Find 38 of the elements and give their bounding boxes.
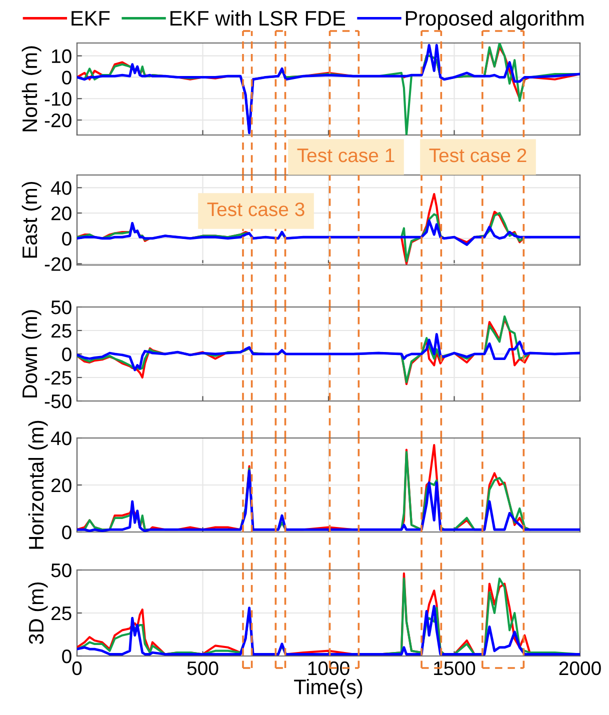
line-series: [77, 333, 580, 372]
line-series: [77, 219, 580, 246]
legend-label: EKF: [72, 11, 110, 26]
y-axis-title: Down (m): [22, 310, 42, 398]
y-tick-label: 40: [50, 181, 72, 195]
y-tick-label: -10: [44, 92, 72, 106]
y-tick-label: -20: [44, 113, 72, 128]
y-tick-label: 0: [62, 70, 72, 84]
y-tick-label: -25: [44, 370, 72, 385]
legend-label: EKF with LSR FDE: [170, 10, 346, 26]
text: Test case 2: [429, 148, 526, 162]
annotation: Test case 3: [207, 202, 304, 216]
y-tick-label: 10: [52, 49, 72, 64]
y-tick-label: 20: [51, 206, 72, 220]
y-tick-label: 0: [62, 232, 72, 246]
y-tick-label: -50: [44, 394, 72, 408]
y-tick-label: 25: [51, 324, 72, 338]
y-axis-title: Horizontal (m): [28, 420, 48, 549]
y-tick-label: 20: [51, 478, 72, 492]
y-tick-label: 0: [62, 649, 72, 664]
y-tick-label: 0: [62, 525, 72, 540]
x-tick-label: 500: [187, 661, 218, 676]
x-tick-label: 2000: [559, 661, 601, 676]
legend-label: Proposed algorithm: [406, 10, 584, 30]
y-axis-title: 3D (m): [28, 582, 48, 644]
x-tick-label: 1000: [308, 661, 350, 676]
x-tick-label: 0: [72, 661, 82, 676]
y-tick-label: 50: [51, 563, 72, 578]
x-axis-title: Time(s): [294, 678, 362, 698]
y-tick-label: -20: [44, 257, 72, 271]
y-tick-label: 50: [51, 300, 72, 314]
x-tick-label: 1500: [434, 661, 476, 676]
y-tick-label: 0: [62, 347, 72, 362]
y-axis-title: East (m): [22, 182, 42, 258]
text: Test case 1: [297, 148, 394, 162]
y-axis-title: North (m): [22, 46, 42, 132]
y-tick-label: 40: [50, 431, 72, 446]
y-tick-label: 25: [51, 606, 72, 620]
